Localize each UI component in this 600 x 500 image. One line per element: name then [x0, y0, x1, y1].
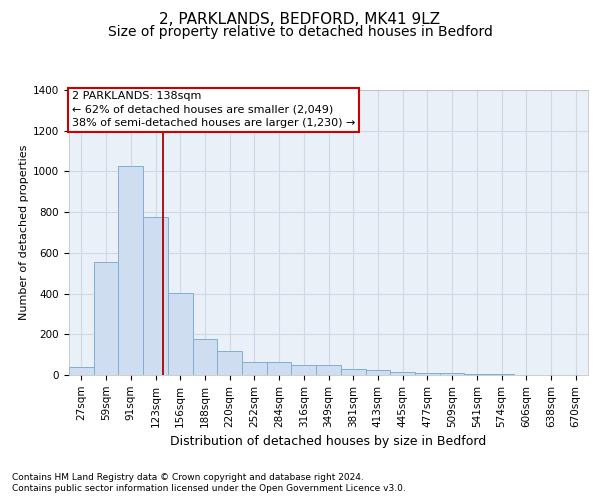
Bar [118, 166, 143, 375]
Bar [365, 370, 390, 375]
Y-axis label: Number of detached properties: Number of detached properties [19, 145, 29, 320]
Bar [440, 374, 464, 375]
Bar [143, 217, 168, 375]
Text: Size of property relative to detached houses in Bedford: Size of property relative to detached ho… [107, 25, 493, 39]
Text: Contains public sector information licensed under the Open Government Licence v3: Contains public sector information licen… [12, 484, 406, 493]
Bar [464, 374, 489, 375]
Bar [415, 373, 440, 375]
Text: 2, PARKLANDS, BEDFORD, MK41 9LZ: 2, PARKLANDS, BEDFORD, MK41 9LZ [160, 12, 440, 28]
Bar [390, 372, 415, 375]
Bar [489, 374, 514, 375]
Bar [217, 350, 242, 375]
Bar [193, 340, 217, 375]
Bar [168, 292, 193, 375]
Bar [242, 362, 267, 375]
Bar [341, 369, 365, 375]
X-axis label: Distribution of detached houses by size in Bedford: Distribution of detached houses by size … [170, 435, 487, 448]
Text: Contains HM Land Registry data © Crown copyright and database right 2024.: Contains HM Land Registry data © Crown c… [12, 472, 364, 482]
Bar [267, 362, 292, 375]
Bar [316, 365, 341, 375]
Text: 2 PARKLANDS: 138sqm
← 62% of detached houses are smaller (2,049)
38% of semi-det: 2 PARKLANDS: 138sqm ← 62% of detached ho… [71, 92, 355, 128]
Bar [94, 262, 118, 375]
Bar [69, 367, 94, 375]
Bar [292, 365, 316, 375]
